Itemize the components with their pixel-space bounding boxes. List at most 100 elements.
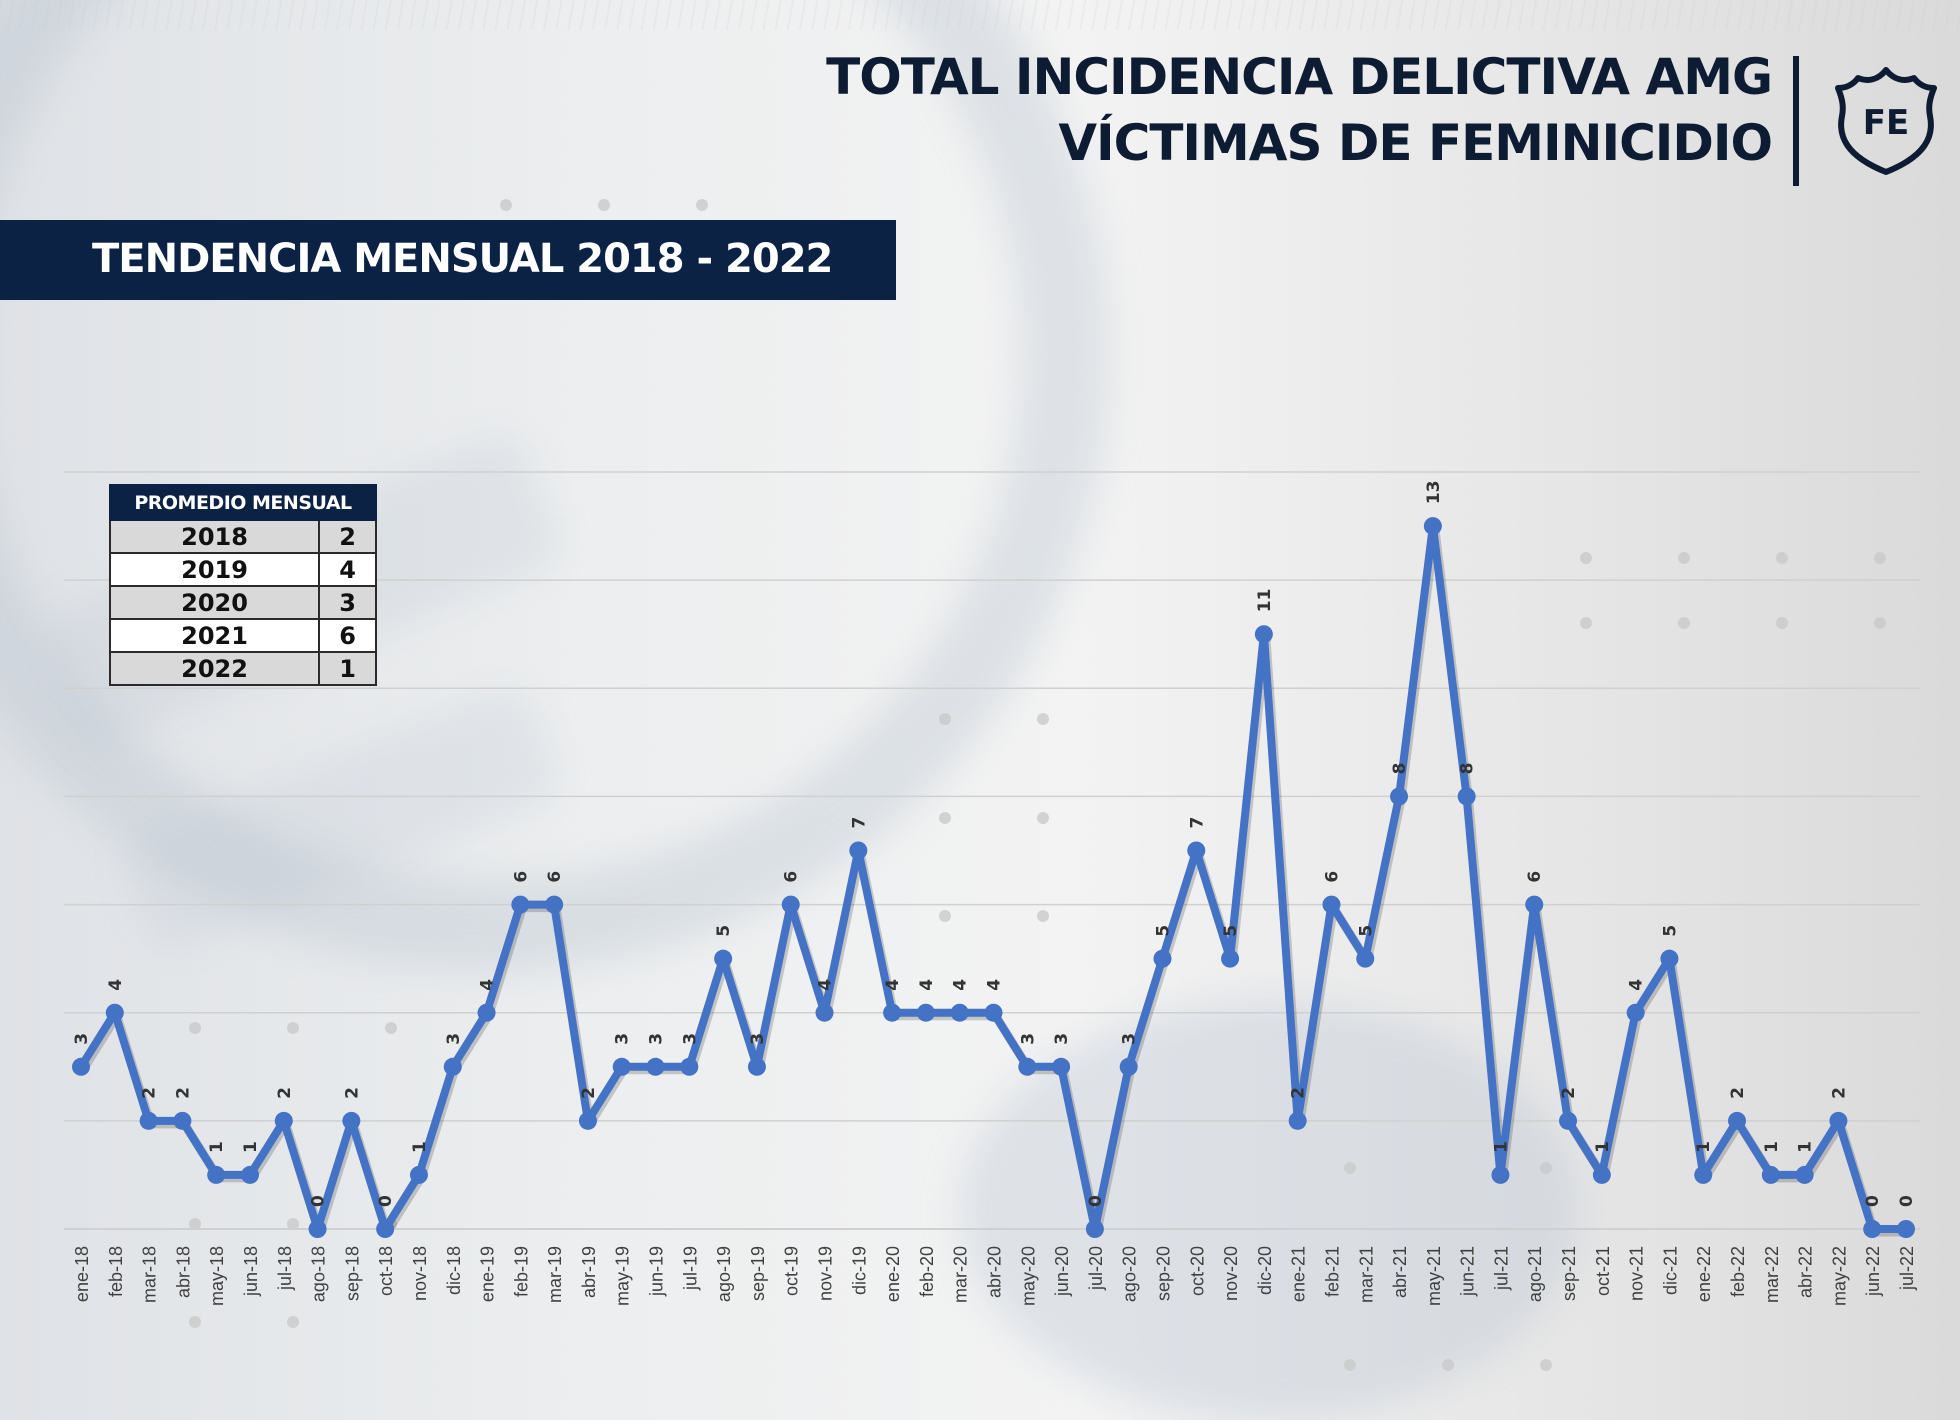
x-axis-label: sep-21: [1559, 1246, 1579, 1301]
data-point-marker: [747, 1057, 766, 1076]
data-point-marker: [207, 1165, 226, 1184]
data-point-marker: [376, 1220, 395, 1238]
table-header: PROMEDIO MENSUAL: [109, 484, 377, 521]
table-cell-year: 2018: [108, 519, 321, 554]
x-axis-label: jul-18: [275, 1246, 295, 1291]
x-axis-label: oct-21: [1593, 1246, 1613, 1296]
x-axis-label: nov-19: [816, 1246, 836, 1301]
data-label: 0: [376, 1195, 396, 1207]
decorative-dot: [500, 199, 512, 211]
x-axis-label: ene-19: [478, 1246, 498, 1302]
x-axis-label: feb-18: [106, 1246, 126, 1297]
table-cell-year: 2021: [108, 618, 321, 653]
data-label: 3: [647, 1033, 667, 1045]
section-banner: TENDENCIA MENSUAL 2018 - 2022: [0, 220, 896, 300]
data-label: 2: [173, 1087, 193, 1099]
x-axis-label: ago-20: [1120, 1246, 1140, 1302]
data-point-marker: [1187, 841, 1206, 860]
data-point-marker: [578, 1111, 597, 1130]
x-axis-label: oct-19: [782, 1246, 802, 1296]
decorative-dot: [1540, 1359, 1552, 1371]
data-label: 6: [1322, 871, 1342, 883]
x-axis-label: mar-20: [951, 1246, 971, 1303]
data-label: 4: [883, 979, 903, 991]
x-axis-label: dic-21: [1660, 1246, 1680, 1295]
x-axis-label: may-21: [1424, 1246, 1444, 1306]
x-axis-label: ene-20: [883, 1246, 903, 1302]
decorative-dot: [1776, 617, 1788, 629]
x-axis-label: abr-21: [1390, 1246, 1410, 1298]
x-axis-label: jul-22: [1897, 1246, 1917, 1291]
table-row: 2022 1: [108, 651, 377, 686]
data-label: 1: [1593, 1141, 1613, 1153]
data-label: 0: [309, 1195, 329, 1207]
x-axis-label: feb-22: [1728, 1246, 1748, 1297]
data-label: 4: [917, 979, 937, 991]
title-line-1: TOTAL INCIDENCIA DELICTIVA AMG: [826, 48, 1773, 106]
data-label: 2: [579, 1087, 599, 1099]
data-point-marker: [1153, 949, 1172, 968]
data-label: 1: [241, 1141, 261, 1153]
decorative-dot: [939, 713, 951, 725]
table-row: 2019 4: [108, 552, 377, 587]
data-label: 6: [511, 871, 531, 883]
data-label: 3: [1018, 1033, 1038, 1045]
data-label: 4: [1627, 979, 1647, 991]
data-point-marker: [477, 1003, 496, 1022]
decorative-dot: [1580, 617, 1592, 629]
decorative-dot: [385, 1022, 397, 1034]
x-axis-label: feb-20: [917, 1246, 937, 1297]
data-label: 1: [1762, 1141, 1782, 1153]
data-point-marker: [72, 1057, 90, 1076]
data-label: 1: [410, 1141, 430, 1153]
chart-x-axis-labels: ene-18 feb-18 mar-18 abr-18 may-18 jun-18 jul-…: [72, 1246, 1917, 1306]
x-axis-label: feb-21: [1322, 1246, 1342, 1297]
data-point-marker: [1288, 1111, 1307, 1130]
shield-badge-icon: FE: [1835, 67, 1937, 175]
data-label: 1: [207, 1141, 227, 1153]
table-row: 2020 3: [108, 585, 377, 620]
table-cell-value: 3: [318, 585, 377, 620]
top-stripe-pattern: [0, 0, 1960, 30]
data-label: 3: [680, 1033, 700, 1045]
decorative-dot: [1540, 1162, 1552, 1174]
data-label: 3: [613, 1033, 633, 1045]
data-label: 4: [951, 979, 971, 991]
x-axis-label: ene-18: [72, 1246, 92, 1302]
x-axis-label: jul-20: [1086, 1246, 1106, 1291]
x-axis-label: abr-18: [173, 1246, 193, 1298]
data-point-marker: [815, 1003, 834, 1022]
table-cell-year: 2020: [108, 585, 321, 620]
data-point-marker: [1018, 1057, 1037, 1076]
table-cell-value: 6: [318, 618, 377, 653]
data-point-marker: [511, 895, 530, 914]
data-point-marker: [1592, 1165, 1611, 1184]
x-axis-label: nov-20: [1221, 1246, 1241, 1301]
data-label: 6: [782, 871, 802, 883]
x-axis-label: jun-20: [1052, 1246, 1072, 1297]
data-label: 5: [1356, 925, 1376, 937]
table-cell-value: 1: [318, 651, 377, 686]
x-axis-label: may-22: [1829, 1246, 1849, 1306]
data-point-marker: [308, 1220, 327, 1238]
x-axis-label: jun-18: [241, 1246, 261, 1297]
data-point-marker: [1626, 1003, 1645, 1022]
data-label: 0: [1863, 1195, 1883, 1207]
data-point-marker: [1525, 895, 1544, 914]
data-label: 3: [444, 1033, 464, 1045]
data-point-marker: [916, 1003, 935, 1022]
data-point-marker: [1559, 1111, 1578, 1130]
decorative-dot: [939, 812, 951, 824]
data-point-marker: [1660, 949, 1679, 968]
data-label: 3: [1052, 1033, 1072, 1045]
x-axis-label: nov-21: [1627, 1246, 1647, 1301]
x-axis-label: feb-19: [511, 1246, 531, 1297]
decorative-dot: [189, 1316, 201, 1328]
data-point-marker: [1356, 949, 1375, 968]
table-cell-value: 2: [318, 519, 377, 554]
data-label: 3: [72, 1033, 92, 1045]
data-label: 4: [478, 979, 498, 991]
decorative-dot: [1580, 552, 1592, 564]
data-label: 1: [1694, 1141, 1714, 1153]
data-point-marker: [1795, 1165, 1814, 1184]
